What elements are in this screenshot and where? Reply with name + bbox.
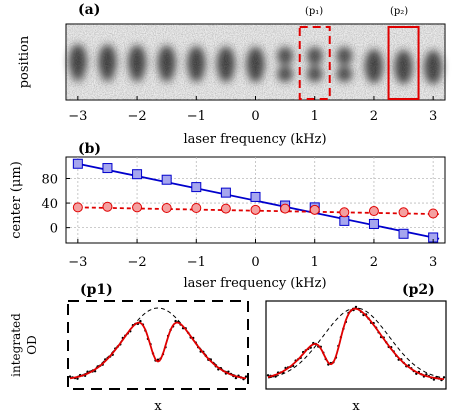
b-y-tick-label: 40 xyxy=(41,197,58,212)
panel-p1: (p1) x xyxy=(67,282,249,414)
data-point xyxy=(102,201,113,212)
a-tick-label: 1 xyxy=(311,109,319,124)
profile-point xyxy=(76,377,79,380)
b-x-tick-label: −1 xyxy=(187,255,206,270)
panel-a-label: (a) xyxy=(78,2,100,18)
profile-point xyxy=(425,373,428,376)
data-point xyxy=(132,202,143,213)
data-point xyxy=(368,206,379,217)
fit-curve xyxy=(267,307,445,380)
data-point xyxy=(398,207,409,218)
data-point xyxy=(191,182,202,193)
b-x-tick-label: 0 xyxy=(251,255,259,270)
a-tick-label: −2 xyxy=(127,109,146,124)
panel-p2: (p2) x xyxy=(265,282,447,414)
fit-curve xyxy=(69,321,247,380)
data-point xyxy=(72,202,83,213)
data-point xyxy=(161,174,172,185)
data-point xyxy=(280,203,291,214)
envelope-curve xyxy=(267,307,445,379)
panel-b-label: (b) xyxy=(78,141,101,157)
b-x-tick-label: 3 xyxy=(429,255,437,270)
data-point xyxy=(309,204,320,215)
data-point xyxy=(72,158,83,169)
panel-b: (b) −3 −2 −1 0 1 2 3 0 40 80 center (μm) laser fr… xyxy=(9,141,446,291)
data-point xyxy=(250,191,261,202)
b-ticks: −3 −2 −1 0 1 2 3 0 40 80 xyxy=(41,173,437,271)
b-x-tick-label: 1 xyxy=(311,255,319,270)
bottom-ylabel-line1: integrated xyxy=(9,313,23,377)
profile-point xyxy=(266,374,270,377)
profile-point xyxy=(174,319,177,323)
marker-p2: (p₂) xyxy=(390,6,408,17)
profile-point xyxy=(442,376,446,379)
data-point xyxy=(428,208,439,219)
b-data-points xyxy=(72,158,439,243)
p1-xlabel: x xyxy=(154,399,162,414)
panel-a: (a) (p₁) (p₂) −3 −2 −1 0 1 2 3 position laser … xyxy=(17,2,446,147)
b-y-tick-label: 0 xyxy=(50,222,58,237)
profile-point xyxy=(432,378,436,381)
a-tick-label: 0 xyxy=(251,109,259,124)
highlight-p2 xyxy=(387,26,420,100)
a-tick-label: −1 xyxy=(187,109,206,124)
b-grid xyxy=(66,157,445,243)
data-point xyxy=(161,202,172,213)
p2-profile xyxy=(266,305,446,382)
profile-point xyxy=(68,375,72,378)
data-point xyxy=(102,163,113,174)
profile-point xyxy=(354,305,358,309)
image-noise xyxy=(66,24,445,100)
bottom-ylabel-line2: OD xyxy=(25,335,39,354)
data-point xyxy=(220,203,231,214)
bottom-ylabel: integrated OD xyxy=(9,313,39,377)
data-point xyxy=(339,207,350,218)
b-y-tick-label: 80 xyxy=(41,173,58,188)
b-xlabel: laser frequency (kHz) xyxy=(183,276,326,291)
panel-p1-label: (p1) xyxy=(80,282,113,298)
data-point xyxy=(339,215,350,226)
p1-frame xyxy=(67,300,249,390)
a-tick-label: −3 xyxy=(68,109,87,124)
profile-point xyxy=(139,319,142,323)
data-point xyxy=(191,202,202,213)
a-tick-label: 2 xyxy=(370,109,378,124)
p2-xlabel: x xyxy=(352,399,360,414)
a-xlabel: laser frequency (kHz) xyxy=(183,132,326,147)
data-point xyxy=(250,204,261,215)
profile-point xyxy=(274,375,277,378)
b-x-tick-label: −2 xyxy=(127,255,146,270)
b-x-tick-label: −3 xyxy=(68,255,87,270)
b-x-tick-label: 2 xyxy=(370,255,378,270)
position-label: position xyxy=(17,35,32,88)
profile-point xyxy=(234,376,238,380)
fit-line xyxy=(77,206,440,216)
b-ylabel: center (μm) xyxy=(9,161,24,239)
a-tick-label: 3 xyxy=(429,109,437,124)
p1-profile xyxy=(68,307,248,381)
a-x-ticks: −3 −2 −1 0 1 2 3 xyxy=(68,96,437,124)
data-point xyxy=(368,218,379,229)
p2-frame xyxy=(265,300,447,390)
profile-point xyxy=(244,375,248,378)
data-point xyxy=(132,169,143,180)
marker-p1: (p₁) xyxy=(305,6,323,17)
data-point xyxy=(220,187,231,198)
data-point xyxy=(398,228,409,239)
panel-p2-label: (p2) xyxy=(402,282,435,298)
envelope-curve xyxy=(69,307,247,379)
